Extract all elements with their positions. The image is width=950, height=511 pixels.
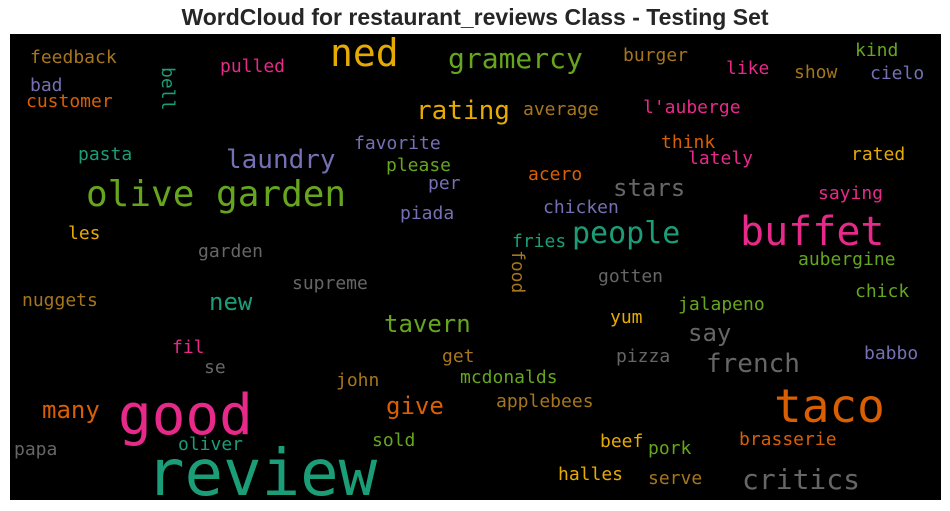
word-aubergine: aubergine [798, 249, 896, 270]
word-many: many [42, 396, 100, 424]
word-feedback: feedback [30, 47, 117, 68]
word-fries: fries [512, 231, 567, 252]
word-halles: halles [558, 464, 624, 485]
word-serve: serve [648, 468, 703, 489]
word-pulled: pulled [220, 56, 286, 77]
word-favorite: favorite [354, 133, 441, 154]
word-critics: critics [742, 463, 861, 496]
word-stars: stars [613, 174, 686, 202]
word-supreme: supreme [292, 273, 368, 294]
word-per: per [428, 173, 461, 194]
word-saying: saying [818, 183, 884, 204]
word-john: john [336, 370, 380, 391]
word-rating: rating [416, 96, 510, 126]
word-show: show [794, 62, 838, 83]
word-chick: chick [855, 281, 910, 302]
word-beef: beef [600, 431, 644, 452]
word-please: please [386, 155, 452, 176]
word-french: french [706, 349, 800, 379]
word-think: think [661, 132, 716, 153]
word-new: new [209, 288, 253, 316]
word-people: people [572, 216, 681, 251]
word-oliver: oliver [178, 434, 244, 455]
word-gramercy: gramercy [448, 42, 583, 75]
word-pasta: pasta [78, 144, 133, 165]
word-jalapeno: jalapeno [678, 294, 765, 315]
word-average: average [523, 99, 599, 120]
word-like: like [726, 58, 770, 79]
word-taco: taco [774, 379, 885, 433]
word-rated: rated [851, 144, 906, 165]
word-food: food [507, 250, 528, 294]
word-yum: yum [610, 307, 643, 328]
word-say: say [688, 319, 732, 347]
word-brasserie: brasserie [739, 429, 837, 450]
word-review: review [146, 437, 378, 500]
word-good: good [118, 383, 253, 448]
word-fil: fil [172, 337, 205, 358]
word-mcdonalds: mcdonalds [460, 367, 558, 388]
word-cloud-canvas: review good taco buffet olive garden ned peopl… [10, 34, 941, 500]
word-cielo: cielo [870, 63, 925, 84]
word-l-auberge: l'auberge [643, 97, 741, 118]
word-buffet: buffet [740, 209, 885, 255]
word-nuggets: nuggets [22, 290, 98, 311]
word-gotten: gotten [598, 266, 664, 287]
chart-title: WordCloud for restaurant_reviews Class -… [181, 4, 769, 30]
word-chicken: chicken [543, 197, 619, 218]
word-acero: acero [528, 164, 583, 185]
word-se: se [204, 357, 226, 378]
word-tavern: tavern [384, 310, 471, 338]
word-papa: papa [14, 439, 58, 460]
word-lately: lately [688, 148, 754, 169]
word-kind: kind [855, 40, 899, 61]
word-ned: ned [330, 34, 399, 75]
word-sold: sold [372, 430, 416, 451]
word-applebees: applebees [496, 391, 594, 412]
word-garden: garden [198, 241, 264, 262]
word-babbo: babbo [864, 343, 919, 364]
word-pork: pork [648, 438, 692, 459]
word-pizza: pizza [616, 346, 671, 367]
word-bell: bell [157, 67, 178, 111]
word-olive-garden: olive garden [86, 174, 347, 215]
word-give: give [386, 392, 444, 420]
word-burger: burger [623, 45, 689, 66]
word-get: get [442, 346, 475, 367]
word-customer: customer [26, 91, 113, 112]
word-laundry: laundry [226, 145, 336, 175]
word-piada: piada [400, 203, 455, 224]
word-bad: bad [30, 75, 63, 96]
word-les: les [68, 223, 101, 244]
